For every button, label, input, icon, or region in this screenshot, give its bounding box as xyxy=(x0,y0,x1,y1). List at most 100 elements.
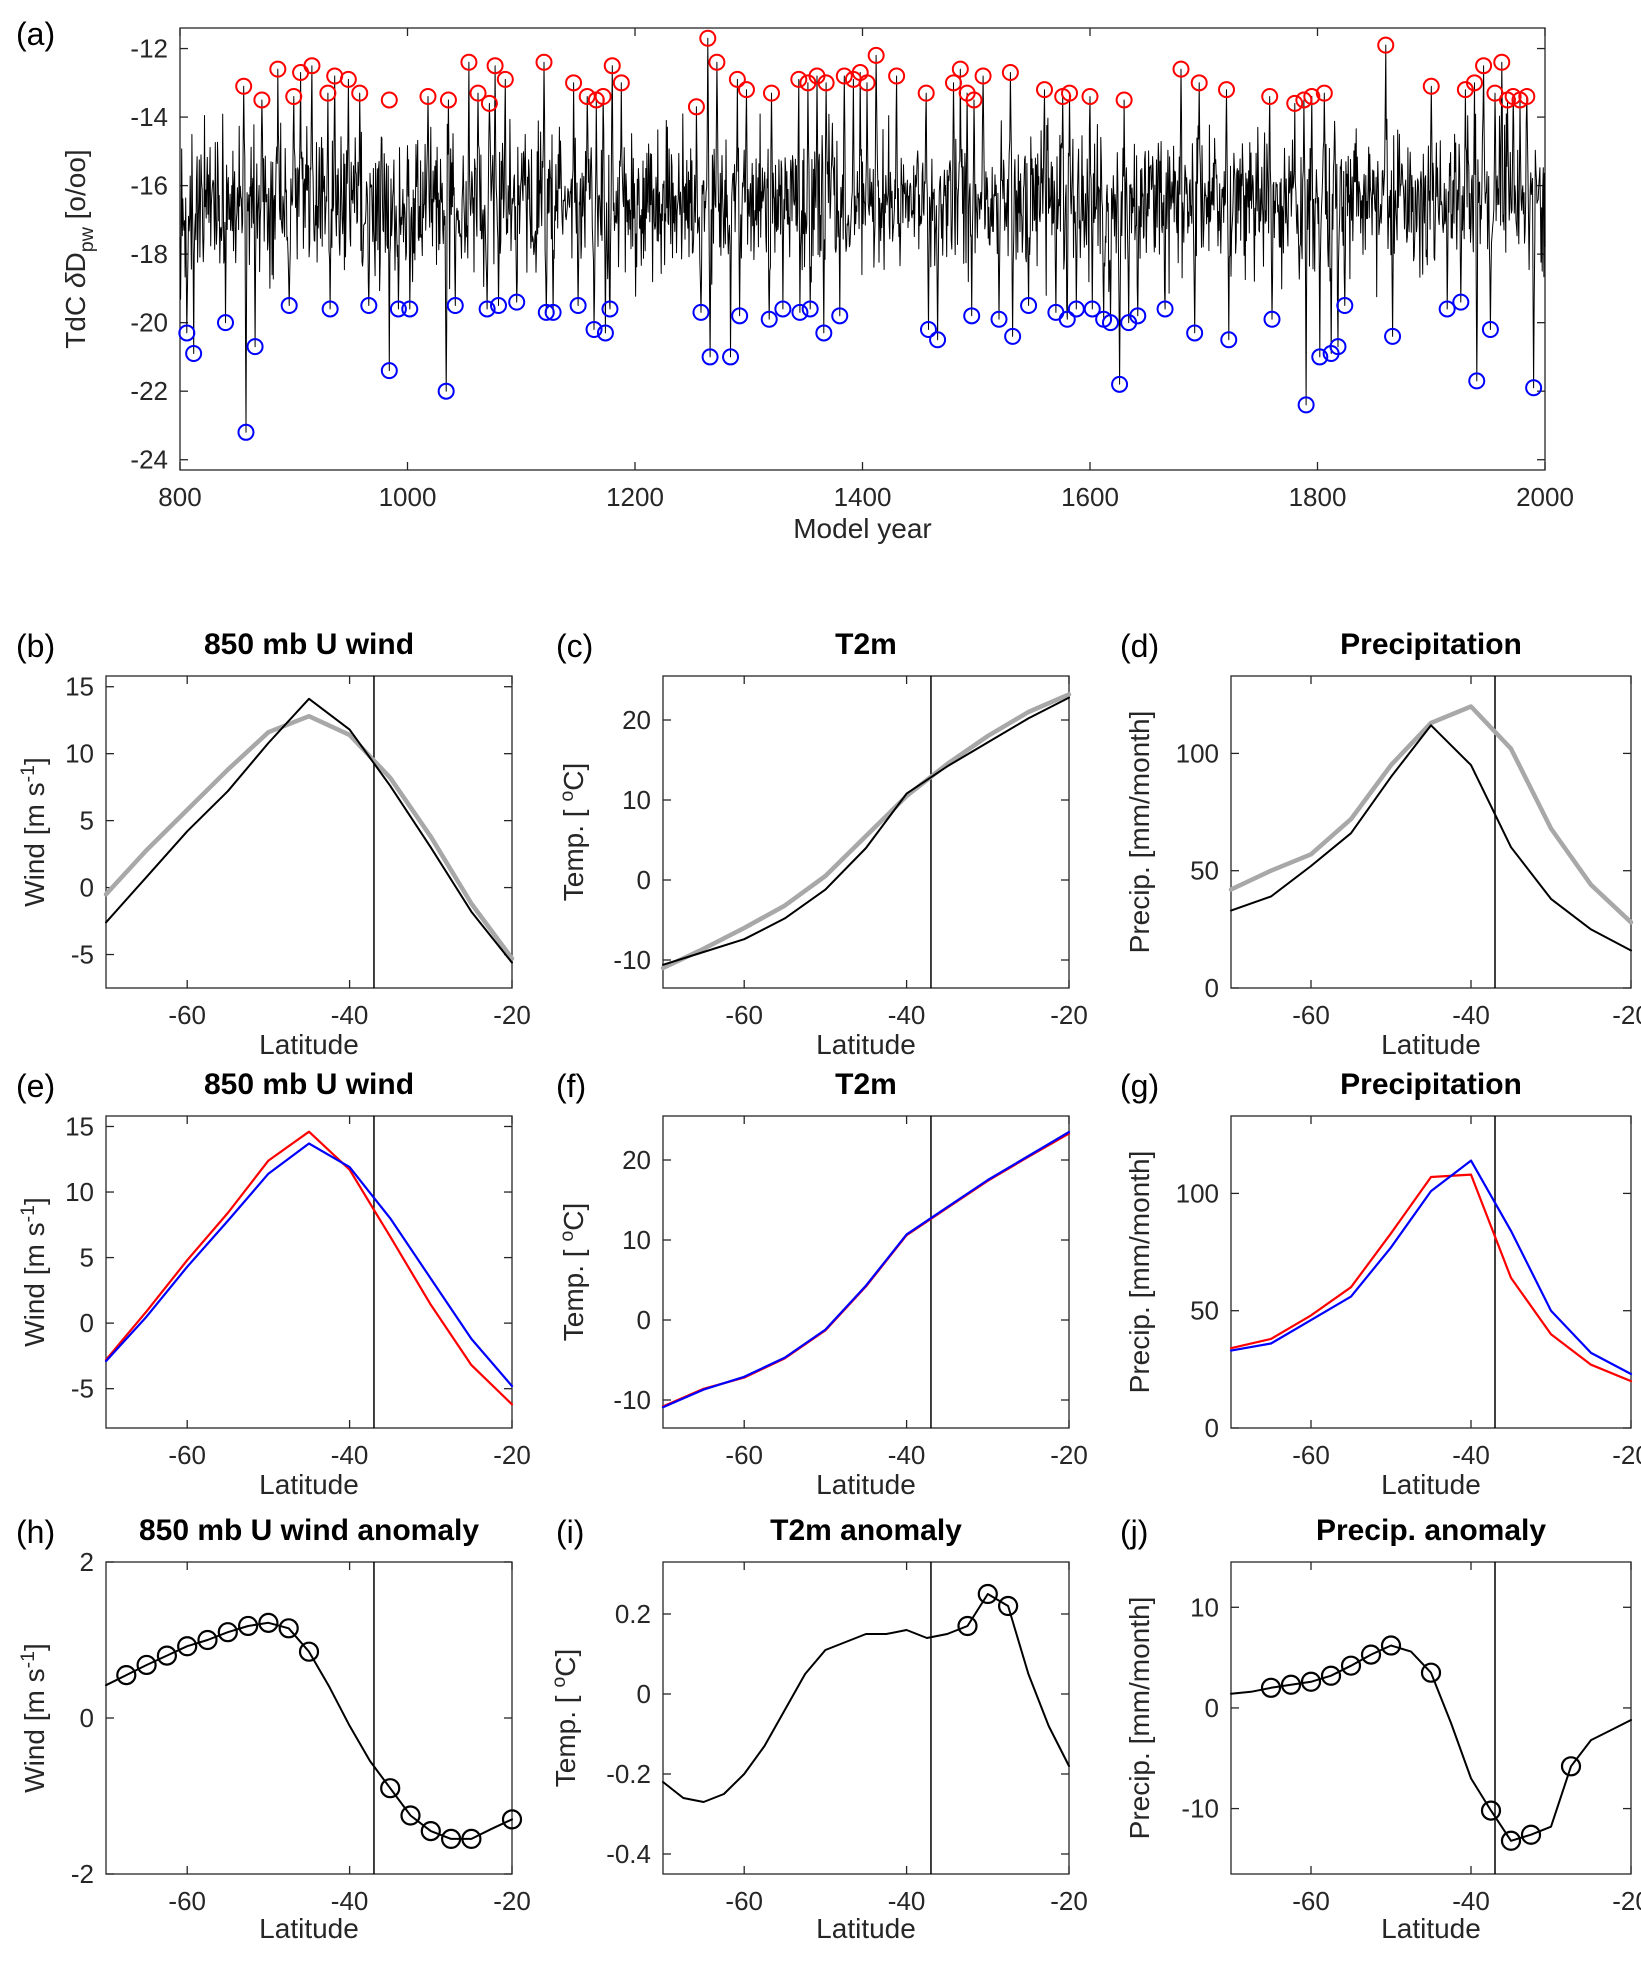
panel-f-title: T2m xyxy=(835,1068,897,1101)
panel-g-letter: (g) xyxy=(1120,1068,1160,1104)
panel-h-letter: (h) xyxy=(16,1514,56,1550)
panel-f-letter: (f) xyxy=(556,1068,587,1104)
panel-c-ytick: 0 xyxy=(637,865,651,895)
panel-i-marker xyxy=(957,1615,978,1637)
panel-j-xtick: -20 xyxy=(1612,1886,1641,1916)
panel-h-xtick: -40 xyxy=(331,1886,369,1916)
panel-a-blue-event-marker xyxy=(1263,310,1281,328)
panel-a-red-event-marker xyxy=(1465,74,1483,92)
panel-d: -60 -40 -20 0 50 100 Precip. [mm/month] xyxy=(1124,675,1641,1030)
panel-i-letter: (i) xyxy=(556,1514,585,1550)
panel-i-title: T2m anomaly xyxy=(770,1514,962,1547)
panel-e-xtick: -40 xyxy=(331,1440,369,1470)
panel-a-blue-event-marker xyxy=(508,293,526,311)
panel-i-xtick: -40 xyxy=(888,1886,926,1916)
panel-j-ytick: 0 xyxy=(1205,1693,1219,1723)
panel-h-ytick: 2 xyxy=(80,1547,94,1577)
panel-b: -60 -40 -20 -5 0 5 10 15 Wind [m s-1] xyxy=(17,672,531,1030)
panel-a-blue-event-marker xyxy=(1004,327,1022,345)
panel-i: -60 -40 -20 -0.4 -0.2 0 0.2 Temp. [ oC] xyxy=(548,1561,1088,1916)
panel-h-marker xyxy=(197,1629,218,1651)
panel-c: -60 -40 -20 -10 0 10 20 Temp. [ oC] xyxy=(556,675,1088,1030)
panel-a-red-event-marker xyxy=(728,70,746,88)
panel-i-plot-area xyxy=(662,1561,1070,1875)
panel-h-title: 850 mb U wind anomaly xyxy=(138,1514,480,1547)
panel-g-ytick: 50 xyxy=(1190,1296,1219,1326)
panel-a-blue-event-marker xyxy=(380,362,398,380)
panel-a-red-event-marker xyxy=(612,74,630,92)
panel-j-ytick: -10 xyxy=(1181,1794,1219,1824)
panel-c-ytick: 20 xyxy=(622,705,651,735)
panel-e-title: 850 mb U wind xyxy=(203,1068,415,1101)
panel-j-marker xyxy=(1520,1824,1542,1845)
panel-b-ytick: 5 xyxy=(80,806,94,836)
panel-j-xlabel: Latitude xyxy=(1381,1913,1481,1944)
panel-a-red-event-marker xyxy=(496,70,514,88)
panel-c-xtick: -20 xyxy=(1050,1000,1088,1030)
panel-a-blue-event-marker xyxy=(1020,297,1038,315)
panel-h-marker xyxy=(298,1641,320,1662)
panel-c-xtick: -40 xyxy=(888,1000,926,1030)
panel-a-red-event-marker xyxy=(945,74,962,92)
panel-a: 800 1000 1200 1400 1600 1800 2000 -24 -22 -20 -18 -… xyxy=(60,27,1574,512)
panel-i-ytick: 0.2 xyxy=(615,1599,651,1629)
panel-a-red-event-marker xyxy=(858,74,876,92)
panel-a-red-event-marker xyxy=(1115,91,1133,109)
panel-e-ylabel: Wind [m s-1] xyxy=(17,1197,50,1347)
panel-j-letter: (j) xyxy=(1120,1514,1149,1550)
panel-g-ytick: 100 xyxy=(1176,1178,1219,1208)
panel-a-blue-event-marker xyxy=(544,303,562,321)
panel-a-red-event-marker xyxy=(319,84,337,102)
panel-a-red-event-marker xyxy=(1475,57,1493,75)
panel-a-red-event-marker xyxy=(469,84,487,102)
panel-a-blue-event-marker xyxy=(237,423,255,441)
panel-a-blue-event-marker xyxy=(1468,372,1486,390)
panel-h-xlabel: Latitude xyxy=(259,1913,359,1944)
panel-a-red-event-marker xyxy=(1172,60,1190,78)
panel-a-ytick: -20 xyxy=(130,308,168,338)
panel-j-marker xyxy=(1560,1756,1582,1777)
panel-b-ytick: -5 xyxy=(71,940,94,970)
panel-a-red-event-marker xyxy=(285,88,303,106)
panel-a-red-event-marker xyxy=(1303,88,1321,106)
panel-f-plot-area xyxy=(662,1115,1070,1429)
panel-g-plot-area xyxy=(1230,1115,1632,1429)
panel-e-series-0 xyxy=(104,1130,514,1406)
panel-g-ylabel: Precip. [mm/month] xyxy=(1124,1151,1155,1394)
panel-a-red-event-marker xyxy=(565,74,583,92)
panel-a-blue-event-marker xyxy=(1525,379,1543,397)
panel-a-red-event-marker xyxy=(1493,53,1511,71)
panel-b-series-1 xyxy=(105,697,513,964)
panel-a-red-event-marker xyxy=(480,94,498,112)
panel-e-series-1 xyxy=(104,1142,514,1388)
panel-a-blue-event-marker xyxy=(774,300,792,318)
panel-a-red-event-marker xyxy=(1081,88,1099,106)
panel-d-xlabel: Latitude xyxy=(1381,1029,1481,1060)
panel-d-xtick: -20 xyxy=(1612,1000,1641,1030)
panel-a-blue-event-marker xyxy=(701,348,719,366)
panel-a-blue-event-marker xyxy=(1186,324,1204,342)
panel-a-blue-event-marker xyxy=(801,300,819,318)
panel-a-blue-event-marker xyxy=(246,338,264,356)
panel-f: -60 -40 -20 -10 0 10 20 Temp. [ oC] xyxy=(556,1115,1088,1470)
panel-a-red-event-marker xyxy=(1315,84,1333,102)
panel-e: -60 -40 -20 -5 0 5 10 15 Wind [m s-1] xyxy=(17,1111,531,1470)
panel-a-ytick: -22 xyxy=(130,376,168,406)
panel-a-ytick: -16 xyxy=(130,171,168,201)
panel-a-red-event-marker xyxy=(235,77,253,95)
panel-a-red-event-marker xyxy=(888,67,906,85)
panel-a-ytick: -24 xyxy=(130,445,168,475)
panel-j-marker xyxy=(1420,1662,1442,1683)
panel-a-red-event-marker xyxy=(737,81,755,99)
panel-a-red-event-marker xyxy=(1190,74,1208,92)
panel-a-xtick: 2000 xyxy=(1516,482,1574,512)
panel-a-red-event-marker xyxy=(699,29,717,47)
panel-a-blue-event-marker xyxy=(596,324,614,342)
panel-d-letter: (d) xyxy=(1120,628,1160,664)
panel-a-blue-event-marker xyxy=(929,331,947,349)
panel-a-blue-event-marker xyxy=(1384,327,1402,345)
panel-a-blue-event-marker xyxy=(1481,321,1499,339)
panel-i-xtick: -60 xyxy=(725,1886,763,1916)
